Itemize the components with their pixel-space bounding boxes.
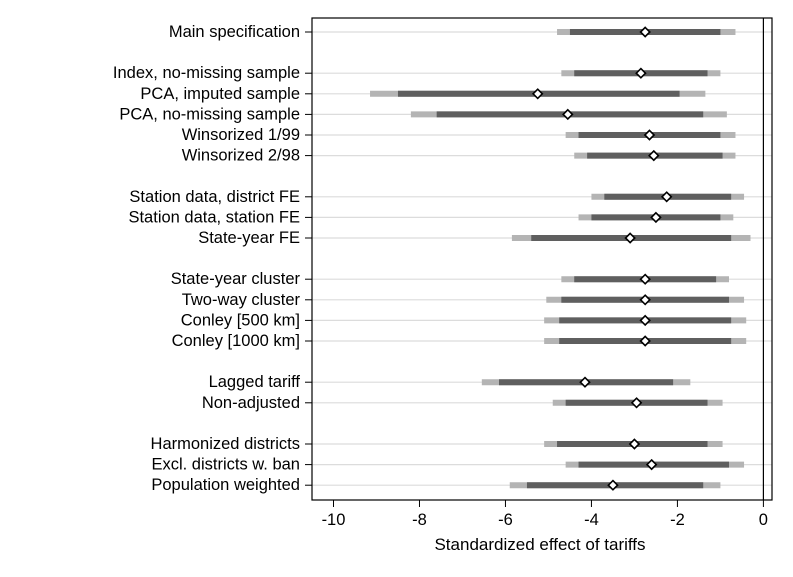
estimate-marker: [639, 335, 651, 347]
row-label: Two-way cluster: [182, 291, 301, 309]
estimate-marker: [607, 479, 619, 491]
x-tick-label: -2: [670, 511, 685, 529]
row-label: Conley [500 km]: [181, 311, 300, 329]
row-label: PCA, no-missing sample: [119, 105, 300, 123]
row-label: Winsorized 2/98: [182, 147, 300, 165]
row-label: State-year cluster: [171, 270, 301, 288]
x-tick-label: -8: [412, 511, 427, 529]
x-axis-ticks: -10 -8 -6 -4 -2 0: [322, 500, 768, 529]
estimate-marker: [639, 273, 651, 285]
estimate-marker-layer: [531, 26, 673, 491]
x-tick-label: -10: [322, 511, 346, 529]
estimate-marker: [624, 232, 636, 244]
row-label: Non-adjusted: [202, 394, 300, 412]
estimate-marker: [628, 438, 641, 450]
plot-frame: [311, 17, 773, 501]
estimate-marker: [643, 129, 656, 141]
estimate-marker: [645, 458, 658, 471]
estimate-marker: [531, 88, 544, 100]
row-label: Main specification: [169, 23, 300, 41]
estimate-marker: [650, 211, 662, 224]
estimate-marker: [562, 108, 574, 121]
estimate-marker: [635, 67, 647, 79]
x-tick-label: -4: [584, 511, 599, 529]
row-label: Station data, station FE: [128, 208, 300, 226]
inner-ci-layer: [397, 29, 732, 489]
estimate-marker: [660, 191, 673, 203]
row-label-layer: Main specification Index, no-missing samp…: [113, 23, 312, 494]
estimate-marker: [630, 397, 643, 409]
row-label: Index, no-missing sample: [113, 64, 300, 82]
estimate-marker: [648, 149, 660, 162]
estimate-marker: [639, 314, 651, 327]
row-label: Excl. districts w. ban: [151, 456, 300, 474]
row-label: Harmonized districts: [151, 435, 300, 453]
row-label: Population weighted: [151, 476, 300, 494]
row-label: State-year FE: [198, 229, 300, 247]
x-axis-title: Standardized effect of tariffs: [434, 535, 645, 554]
x-tick-label: 0: [759, 511, 768, 529]
plot-border: [311, 17, 773, 501]
row-label: Lagged tariff: [209, 373, 301, 391]
estimate-marker: [639, 26, 651, 38]
row-label: Conley [1000 km]: [172, 332, 300, 350]
row-label: Station data, district FE: [129, 188, 300, 206]
row-label: Winsorized 1/99: [182, 126, 300, 144]
x-tick-label: -6: [498, 511, 513, 529]
estimate-marker: [579, 376, 591, 388]
estimate-marker: [639, 294, 651, 306]
gridlines: [312, 31, 772, 486]
row-label: PCA, imputed sample: [140, 85, 300, 103]
outer-ci-layer: [370, 29, 751, 489]
